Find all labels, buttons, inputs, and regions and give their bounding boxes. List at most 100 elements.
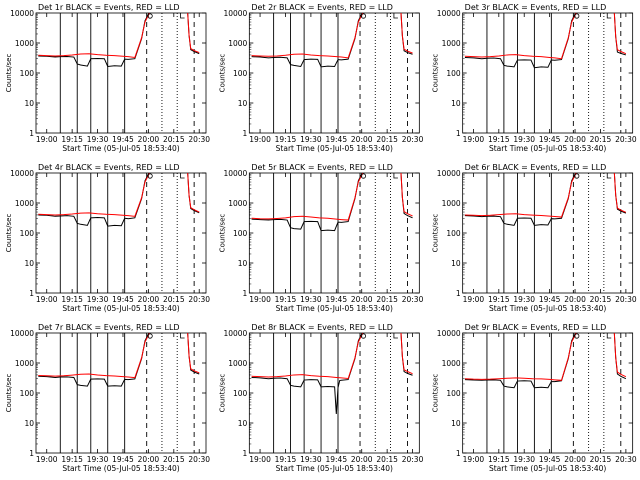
x-tick-label: 20:00 — [351, 135, 373, 144]
y-tick-label: 100 — [446, 389, 461, 398]
x-tick-label: 20:30 — [188, 455, 210, 464]
chart-panel: Det 6r BLACK = Events, RED = LLD 1 10 100 10… — [432, 163, 637, 313]
x-tick-label: 19:30 — [87, 455, 109, 464]
series-line-events — [251, 173, 413, 232]
x-tick-label: 20:00 — [138, 455, 160, 464]
y-tick-label: 10000 — [223, 169, 247, 178]
series-line-lld — [251, 13, 413, 59]
x-tick-label: 20:15 — [590, 135, 612, 144]
x-axis-label: Start Time (05-Jul-05 18:53:40) — [489, 304, 606, 313]
bracket-marker — [606, 13, 612, 19]
series-line-events — [464, 173, 627, 226]
x-tick-label: 19:45 — [539, 135, 561, 144]
y-axis-label: Counts/sec — [432, 214, 440, 253]
chart-title: Det 7r BLACK = Events, RED = LLD — [38, 323, 180, 332]
y-tick-label: 10 — [24, 259, 34, 268]
x-tick-label: 19:30 — [513, 135, 535, 144]
x-axis-label: Start Time (05-Jul-05 18:53:40) — [489, 464, 606, 473]
plot-frame — [462, 172, 634, 294]
x-tick-label: 19:15 — [61, 295, 83, 304]
y-tick-label: 1 — [29, 449, 34, 458]
x-tick-label: 19:45 — [325, 295, 347, 304]
x-tick-label: 19:00 — [249, 295, 271, 304]
y-tick-label: 10000 — [437, 169, 461, 178]
y-tick-label: 1000 — [228, 359, 247, 368]
y-tick-label: 1000 — [442, 39, 461, 48]
x-tick-label: 20:15 — [163, 295, 185, 304]
plot-frame — [462, 12, 634, 134]
x-tick-label: 20:15 — [163, 135, 185, 144]
peak-marker — [360, 13, 367, 19]
series-line-lld — [464, 173, 627, 218]
chart-panel: Det 2r BLACK = Events, RED = LLD 1 10 100 10… — [218, 3, 423, 153]
x-tick-label: 19:45 — [325, 455, 347, 464]
chart-title: Det 9r BLACK = Events, RED = LLD — [465, 323, 607, 332]
y-tick-label: 10000 — [437, 9, 461, 18]
x-axis-label: Start Time (05-Jul-05 18:53:40) — [276, 304, 393, 313]
x-tick-label: 20:30 — [615, 135, 637, 144]
y-tick-label: 10000 — [10, 9, 34, 18]
x-tick-label: 19:30 — [513, 455, 535, 464]
x-tick-label: 19:00 — [36, 295, 58, 304]
series-line-events — [251, 13, 413, 68]
y-tick-label: 1000 — [228, 39, 247, 48]
x-tick-label: 19:30 — [87, 135, 109, 144]
y-tick-label: 1 — [29, 129, 34, 138]
y-tick-label: 100 — [20, 229, 35, 238]
y-tick-label: 10000 — [223, 9, 247, 18]
peak-marker — [147, 333, 153, 339]
peak-marker — [147, 173, 153, 179]
y-axis-label: Counts/sec — [5, 374, 13, 413]
y-tick-label: 10 — [451, 99, 461, 108]
x-tick-label: 19:15 — [61, 135, 83, 144]
x-axis-label: Start Time (05-Jul-05 18:53:40) — [62, 144, 179, 153]
bracket-marker — [180, 13, 185, 19]
y-tick-label: 10000 — [10, 169, 34, 178]
peak-marker — [360, 333, 367, 339]
chart-panel: Det 7r BLACK = Events, RED = LLD 1 10 100 10… — [5, 323, 210, 473]
x-tick-label: 20:15 — [376, 135, 398, 144]
series-line-lld — [251, 333, 413, 380]
x-tick-label: 20:15 — [376, 295, 398, 304]
y-axis-label: Counts/sec — [5, 54, 13, 93]
y-tick-label: 100 — [233, 389, 248, 398]
x-tick-label: 19:15 — [275, 135, 297, 144]
x-tick-label: 20:00 — [351, 455, 373, 464]
plot-frame — [248, 332, 420, 454]
bracket-marker — [606, 173, 612, 179]
y-tick-label: 1000 — [228, 199, 247, 208]
series-line-lld — [38, 173, 200, 217]
y-tick-label: 10 — [451, 419, 461, 428]
y-tick-label: 1000 — [15, 359, 34, 368]
y-tick-label: 10000 — [223, 329, 247, 338]
chart-title: Det 5r BLACK = Events, RED = LLD — [251, 163, 393, 172]
x-tick-label: 20:00 — [564, 455, 586, 464]
x-tick-label: 19:15 — [488, 295, 510, 304]
x-tick-label: 19:00 — [36, 135, 58, 144]
x-axis-label: Start Time (05-Jul-05 18:53:40) — [276, 144, 393, 153]
series-line-events — [464, 13, 627, 69]
series-line-events — [38, 333, 200, 387]
x-tick-label: 19:00 — [36, 455, 58, 464]
chart-panel: Det 4r BLACK = Events, RED = LLD 1 10 100 10… — [5, 163, 210, 313]
x-tick-label: 19:00 — [463, 455, 485, 464]
series-line-lld — [464, 333, 627, 381]
x-tick-label: 19:45 — [112, 455, 134, 464]
plot-frame — [462, 332, 634, 454]
x-tick-label: 20:15 — [163, 455, 185, 464]
x-tick-label: 19:45 — [112, 295, 134, 304]
plot-frame — [35, 172, 207, 294]
y-tick-label: 1 — [456, 129, 461, 138]
x-tick-label: 19:15 — [275, 455, 297, 464]
x-tick-label: 19:15 — [488, 135, 510, 144]
y-tick-label: 100 — [20, 69, 35, 78]
x-tick-label: 19:45 — [325, 135, 347, 144]
peak-marker — [574, 13, 580, 19]
bracket-marker — [180, 333, 185, 339]
y-tick-label: 100 — [233, 229, 248, 238]
x-tick-label: 19:00 — [249, 135, 271, 144]
y-tick-label: 1 — [29, 289, 34, 298]
x-tick-label: 20:15 — [376, 455, 398, 464]
x-tick-label: 19:30 — [300, 135, 322, 144]
